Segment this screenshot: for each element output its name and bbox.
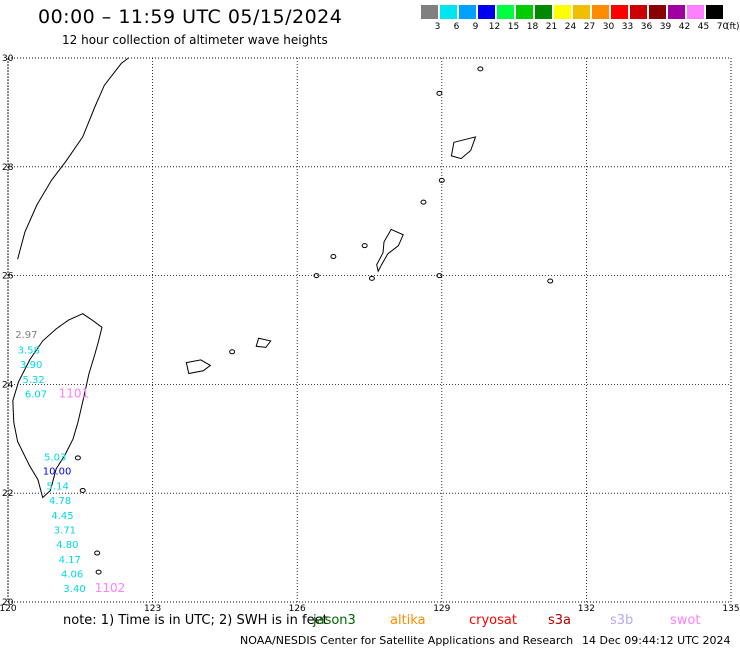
legend-swatch-3	[421, 5, 438, 19]
satellite-s3b: s3b	[610, 613, 634, 628]
legend-label-45: 45	[697, 22, 710, 32]
islet-3	[330, 254, 337, 260]
legend-swatch-70	[706, 5, 723, 19]
lon-tick-129: 129	[433, 604, 450, 614]
swh-reading: 2.97	[15, 330, 37, 341]
lat-tick-20: 20	[2, 598, 14, 608]
legend-label-42: 42	[678, 22, 691, 32]
lat-tick-22: 22	[2, 489, 13, 499]
swh-reading: 4.45	[51, 511, 73, 522]
islet-7	[79, 487, 86, 493]
islet-9	[95, 569, 102, 575]
lon-tick-123: 123	[144, 604, 161, 614]
taiwan-coast	[12, 313, 103, 499]
islet-2	[361, 243, 368, 249]
islet-14	[313, 273, 320, 279]
legend-label-15: 15	[507, 22, 520, 32]
swh-reading: 5.32	[22, 375, 44, 386]
lon-tick-120: 120	[0, 604, 17, 614]
legend-label-30: 30	[602, 22, 615, 32]
legend-swatch-39	[649, 5, 666, 19]
legend-swatch-9	[459, 5, 476, 19]
islet-5	[436, 273, 443, 279]
lat-tick-30: 30	[2, 54, 14, 64]
swh-reading: 4.17	[59, 555, 81, 566]
legend-label-70: 70	[716, 22, 729, 32]
islet-13	[74, 455, 81, 461]
islet-6	[547, 278, 554, 284]
legend-label-27: 27	[583, 22, 596, 32]
credit-text: NOAA/NESDIS Center for Satellite Applica…	[240, 634, 574, 647]
satellite-swot: swot	[670, 613, 701, 628]
map-title: 00:00 – 11:59 UTC 05/15/2024	[38, 6, 343, 28]
satellite-jason3: jason3	[313, 613, 356, 628]
lat-tick-28: 28	[2, 163, 14, 173]
pass-label-1102: 1102	[95, 581, 126, 595]
map-subtitle: 12 hour collection of altimeter wave hei…	[62, 33, 328, 47]
legend-label-6: 6	[453, 22, 460, 32]
legend-swatch-6	[440, 5, 457, 19]
islet-11	[477, 66, 484, 72]
legend-label-24: 24	[564, 22, 577, 32]
swh-reading: 3.90	[20, 360, 42, 371]
legend-label-21: 21	[545, 22, 558, 32]
lon-tick-135: 135	[722, 604, 739, 614]
islet-1	[420, 199, 427, 205]
legend-swatch-21	[535, 5, 552, 19]
satellite-altika: altika	[390, 613, 426, 628]
miyako-island	[255, 337, 272, 348]
okinawa-island	[376, 228, 404, 273]
china-coast	[17, 57, 129, 260]
generated-timestamp: 14 Dec 09:44:12 UTC 2024	[582, 634, 731, 647]
legend-swatch-15	[497, 5, 514, 19]
swh-reading: 5.14	[47, 481, 69, 492]
satellite-cryosat: cryosat	[469, 613, 517, 628]
swh-reading: 4.78	[49, 496, 71, 507]
legend-swatch-33	[611, 5, 628, 19]
swh-reading: 3.40	[63, 584, 85, 595]
islet-0	[438, 177, 445, 183]
amami-island	[450, 136, 477, 160]
islet-12	[229, 349, 236, 355]
islet-10	[436, 90, 443, 96]
islet-8	[94, 550, 101, 556]
swh-reading: 6.07	[25, 389, 47, 400]
lon-tick-132: 132	[578, 604, 595, 614]
lat-tick-26: 26	[2, 272, 14, 282]
swh-reading: 4.06	[61, 570, 83, 581]
legend-label-9: 9	[472, 22, 479, 32]
yaeyama-islands	[185, 359, 212, 375]
swh-reading: 3.71	[54, 525, 76, 536]
legend-label-33: 33	[621, 22, 634, 32]
legend-label-36: 36	[640, 22, 653, 32]
legend-swatch-42	[668, 5, 685, 19]
swh-reading: 4.80	[56, 540, 78, 551]
legend-swatch-12	[478, 5, 495, 19]
lat-tick-24: 24	[2, 380, 14, 390]
lon-tick-126: 126	[289, 604, 306, 614]
legend-swatch-24	[554, 5, 571, 19]
legend-label-39: 39	[659, 22, 672, 32]
islet-4	[368, 275, 375, 281]
satellite-s3a: s3a	[548, 613, 572, 628]
legend-label-12: 12	[488, 22, 501, 32]
legend-swatch-36	[630, 5, 647, 19]
map-frame	[7, 57, 732, 603]
legend-swatch-18	[516, 5, 533, 19]
swh-reading: 10.00	[43, 467, 72, 478]
swh-reading: 3.58	[18, 345, 40, 356]
legend-swatch-30	[592, 5, 609, 19]
legend-unit: (ft)	[726, 22, 740, 32]
legend-swatch-45	[687, 5, 704, 19]
swh-reading: 5.03	[44, 453, 66, 464]
pass-label-1101: 1101	[59, 386, 90, 400]
footer-note: note: 1) Time is in UTC; 2) SWH is in fe…	[63, 613, 328, 628]
legend-swatch-27	[573, 5, 590, 19]
legend-label-18: 18	[526, 22, 539, 32]
legend-label-3: 3	[434, 22, 441, 32]
